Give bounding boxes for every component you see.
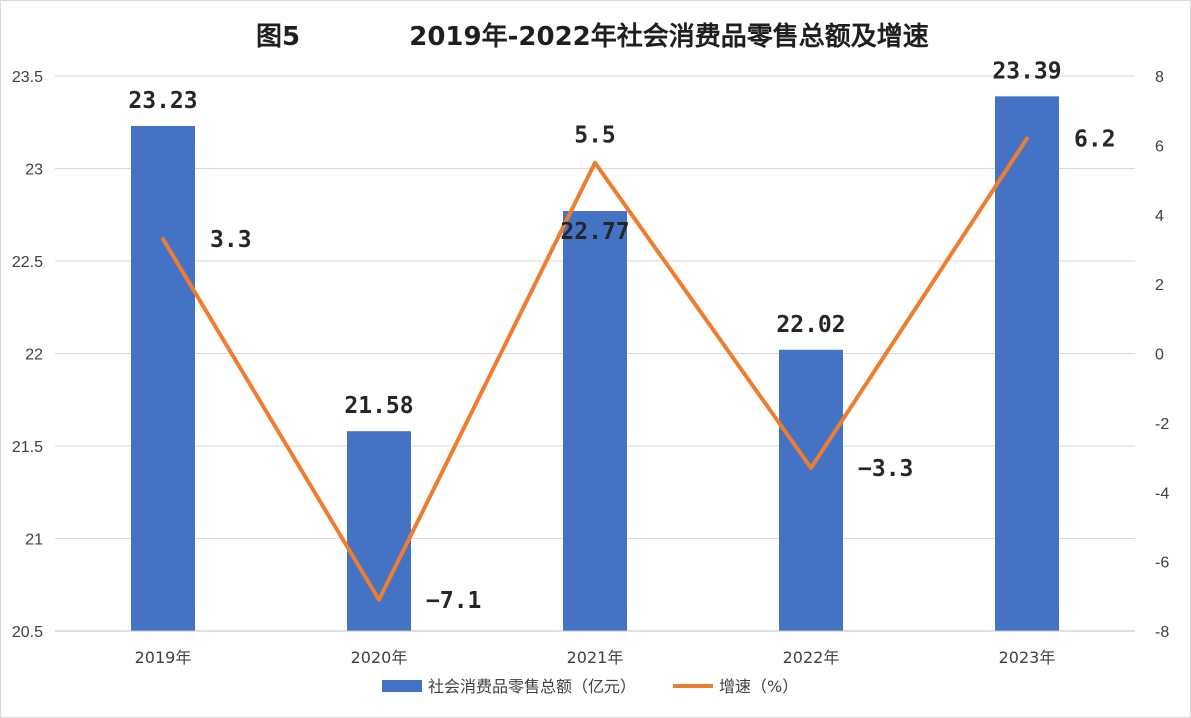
left-tick-label: 20.5 [12,624,43,641]
bar-data-label: 21.58 [344,393,413,419]
line-series [161,136,1029,602]
left-tick-label: 23.5 [12,69,43,86]
right-tick-label: 2 [1155,277,1164,294]
left-tick-label: 21 [25,532,43,549]
left-tick-label: 21.5 [12,439,43,456]
line-data-label: 6.2 [1074,126,1116,152]
legend-line-label: 增速（%） [719,677,798,696]
right-tick-label: -8 [1155,624,1169,641]
x-tick-label: 2023年 [999,648,1056,667]
x-axis: 2019年 2020年 2021年 2022年 2023年 [55,630,1135,667]
x-tick-label: 2021年 [567,648,624,667]
line-data-label: −3.3 [858,456,913,482]
right-tick-label: 8 [1155,69,1164,86]
x-tick-label: 2022年 [783,648,840,667]
right-tick-label: -6 [1155,555,1169,572]
chart-title-prefix: 图5 [256,22,300,52]
left-tick-label: 22 [25,347,43,364]
bar-data-label: 22.02 [776,312,845,338]
left-tick-label: 23 [25,162,43,179]
x-tick-label: 2020年 [351,648,408,667]
line-data-label: 5.5 [574,123,616,149]
bar-data-label: 23.23 [128,88,197,114]
left-tick-label: 22.5 [12,254,43,271]
right-tick-label: 4 [1155,208,1164,225]
legend-bar-swatch [382,680,422,692]
right-y-axis: -8 -6 -4 -2 0 2 4 6 8 [1155,69,1169,641]
x-tick-label: 2019年 [135,648,192,667]
legend: 社会消费品零售总额（亿元） 增速（%） [382,677,798,696]
line-data-label: −7.1 [426,588,481,614]
right-tick-label: 6 [1155,138,1164,155]
right-tick-label: 0 [1155,347,1164,364]
data-labels: 23.23 21.58 22.77 22.02 23.39 3.3 −7.1 5.5 −3.3 6… [128,58,1115,613]
bar [563,211,627,632]
bar [131,125,195,631]
bar [779,349,843,631]
bar-data-label: 22.77 [560,219,629,245]
right-tick-label: -4 [1155,485,1169,502]
bar [995,96,1059,632]
chart-title: 2019年-2022年社会消费品零售总额及增速 [409,21,929,52]
line-data-label: 3.3 [210,227,252,253]
bar-data-label: 23.39 [992,58,1061,84]
bar-series [131,96,1059,632]
legend-bar-label: 社会消费品零售总额（亿元） [428,677,636,696]
right-tick-label: -2 [1155,416,1169,433]
left-y-axis: 20.5 21 21.5 22 22.5 23 23.5 [12,69,43,641]
